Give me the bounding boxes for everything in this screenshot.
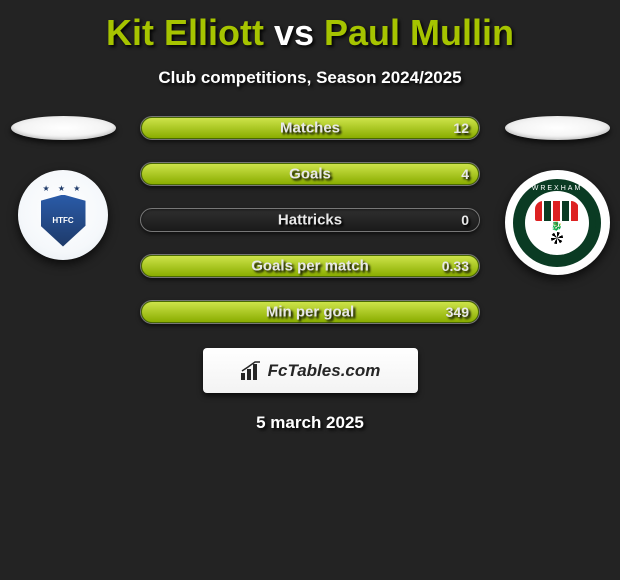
crest-stars-icon: ★ ★ ★ bbox=[43, 184, 84, 193]
fctables-label: FcTables.com bbox=[268, 361, 381, 381]
subtitle: Club competitions, Season 2024/2025 bbox=[0, 68, 620, 88]
stat-bar: Matches 12 bbox=[140, 116, 480, 140]
stat-value-right: 0.33 bbox=[442, 258, 469, 274]
stat-label: Min per goal bbox=[266, 304, 354, 321]
left-column: ★ ★ ★ HTFC bbox=[8, 116, 118, 260]
stat-label: Goals per match bbox=[251, 258, 369, 275]
page-title: Kit Elliott vs Paul Mullin bbox=[0, 0, 620, 54]
stat-bar: Hattricks 0 bbox=[140, 208, 480, 232]
stat-label: Matches bbox=[280, 120, 340, 137]
fctables-watermark: FcTables.com bbox=[203, 348, 418, 393]
club-right-crest: WREXHAM 🐉 bbox=[505, 170, 610, 275]
stat-bar: Min per goal 349 bbox=[140, 300, 480, 324]
player-left-name: Kit Elliott bbox=[106, 12, 264, 53]
player-right-name: Paul Mullin bbox=[324, 12, 514, 53]
stat-bar: Goals per match 0.33 bbox=[140, 254, 480, 278]
crest-shield-icon: HTFC bbox=[41, 195, 86, 247]
player-right-placeholder bbox=[505, 116, 610, 140]
right-column: WREXHAM 🐉 bbox=[502, 116, 612, 275]
crest-ring-text: WREXHAM bbox=[518, 184, 596, 262]
player-left-placeholder bbox=[11, 116, 116, 140]
stat-value-right: 0 bbox=[461, 212, 469, 228]
stat-value-right: 4 bbox=[461, 166, 469, 182]
club-left-crest: ★ ★ ★ HTFC bbox=[18, 170, 108, 260]
stat-value-right: 12 bbox=[453, 120, 469, 136]
stat-label: Goals bbox=[289, 166, 331, 183]
stat-bar: Goals 4 bbox=[140, 162, 480, 186]
title-vs: vs bbox=[264, 12, 324, 53]
comparison-area: ★ ★ ★ HTFC WREXHAM 🐉 Matches 12 Goals 4 Hatt… bbox=[0, 116, 620, 433]
generation-date: 5 march 2025 bbox=[0, 413, 620, 433]
stat-value-right: 349 bbox=[446, 304, 469, 320]
stat-label: Hattricks bbox=[278, 212, 342, 229]
bar-chart-icon bbox=[240, 361, 262, 381]
